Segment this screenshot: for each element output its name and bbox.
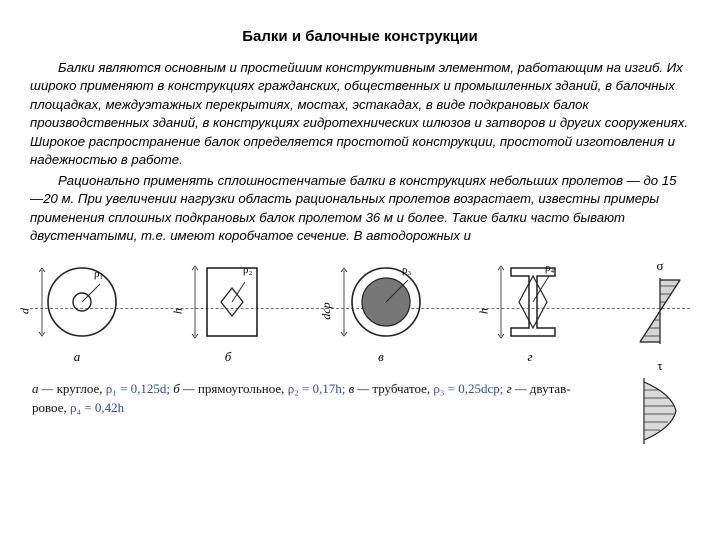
rho4-label: ρ₄ bbox=[545, 262, 554, 274]
rho2-label: ρ₂ bbox=[243, 264, 252, 276]
sublabel-v: в bbox=[378, 349, 384, 365]
sigma-label: σ bbox=[636, 258, 684, 274]
sublabel-a: а bbox=[74, 349, 81, 365]
sublabel-b: б bbox=[225, 349, 232, 365]
paragraph-1-text: Балки являются основным и простейшим кон… bbox=[30, 60, 688, 167]
dim-d: d bbox=[18, 308, 33, 314]
dim-h2: h bbox=[477, 308, 492, 314]
shape-g-ibeam: h ρ₄ г bbox=[495, 258, 565, 365]
cross-sections-figure: d ρ₁ а h bbox=[30, 258, 690, 378]
shape-b-rect: h ρ₂ б bbox=[189, 258, 267, 365]
stress-diagrams: σ bbox=[636, 258, 684, 448]
shape-a-svg bbox=[36, 258, 118, 346]
page-title: Балки и балочные конструкции bbox=[30, 28, 690, 45]
sublabel-g: г bbox=[527, 349, 532, 365]
tau-svg bbox=[638, 374, 682, 448]
tau-label: τ bbox=[638, 358, 682, 374]
rho1-label: ρ₁ bbox=[94, 268, 103, 280]
shape-v-tube: dср ρ₃ в bbox=[338, 258, 424, 365]
shape-b-svg bbox=[189, 258, 267, 346]
shape-a-circle: d ρ₁ а bbox=[36, 258, 118, 365]
body-text: Балки являются основным и простейшим кон… bbox=[30, 59, 690, 246]
shape-g-svg bbox=[495, 258, 565, 346]
paragraph-1: Балки являются основным и простейшим кон… bbox=[30, 59, 690, 170]
rho3-label: ρ₃ bbox=[402, 264, 411, 276]
paragraph-2: Рационально применять сплошностенчатые б… bbox=[30, 172, 690, 246]
sigma-svg bbox=[636, 274, 684, 348]
dim-dcp: dср bbox=[319, 303, 334, 320]
paragraph-2-text: Рационально применять сплошностенчатые б… bbox=[30, 173, 676, 243]
dim-h1: h bbox=[171, 308, 186, 314]
